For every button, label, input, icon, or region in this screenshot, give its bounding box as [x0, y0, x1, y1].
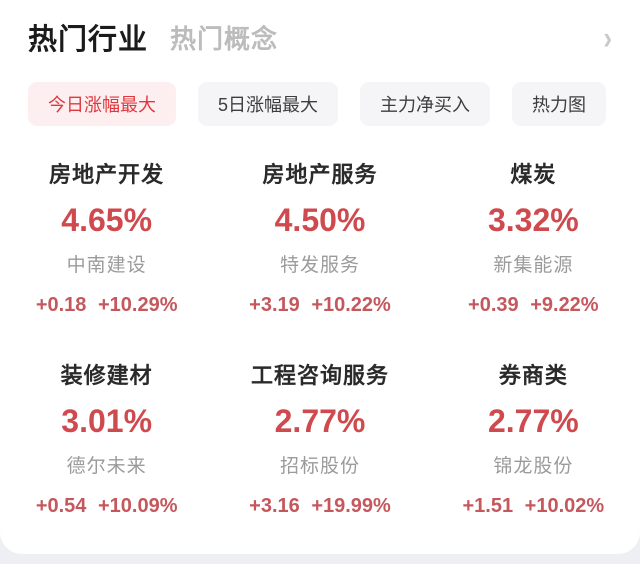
sector-change-percent: 2.77% [274, 403, 366, 439]
tab-hot-concepts[interactable]: 热门概念 [170, 23, 279, 54]
filter-tab-main-net-buy[interactable]: 主力净买入 [360, 82, 491, 126]
leading-stock-name: 德尔未来 [66, 456, 147, 477]
sector-card-coal[interactable]: 煤炭 3.32% 新集能源 +0.39 +9.22% [427, 162, 640, 317]
filter-tab-today-top-gainers[interactable]: 今日涨幅最大 [28, 82, 176, 126]
sector-name: 房地产服务 [262, 162, 378, 187]
sector-grid: 房地产开发 4.65% 中南建设 +0.18 +10.29% 房地产服务 4.5… [0, 162, 640, 518]
filter-tabs: 今日涨幅最大 5日涨幅最大 主力净买入 热力图 [28, 82, 612, 126]
sector-change-percent: 2.77% [487, 403, 579, 439]
sector-change-percent: 4.65% [61, 202, 153, 238]
stock-price-change: +0.18 [35, 294, 87, 316]
sector-name: 装修建材 [60, 363, 153, 388]
sector-card-brokerages[interactable]: 券商类 2.77% 锦龙股份 +1.51 +10.02% [427, 363, 640, 518]
sector-card-real-estate-dev[interactable]: 房地产开发 4.65% 中南建设 +0.18 +10.29% [0, 162, 213, 317]
stock-price-change: +0.54 [35, 495, 87, 517]
stock-percent-change: +10.02% [524, 495, 605, 517]
leading-stock-name: 招标股份 [279, 456, 360, 477]
stock-price-change: +1.51 [462, 495, 514, 517]
filter-tab-heatmap[interactable]: 热力图 [512, 82, 607, 126]
sector-name: 券商类 [498, 363, 568, 388]
sector-change-percent: 3.01% [61, 403, 153, 439]
leading-stock-name: 新集能源 [493, 255, 574, 276]
stock-price-change: +0.39 [468, 294, 519, 316]
filter-tab-5day-top-gainers[interactable]: 5日涨幅最大 [198, 82, 339, 126]
sector-card-engineering-consulting[interactable]: 工程咨询服务 2.77% 招标股份 +3.16 +19.99% [213, 363, 426, 518]
stock-percent-change: +9.22% [530, 294, 599, 316]
sector-name: 煤炭 [510, 162, 557, 187]
leading-stock-name: 锦龙股份 [493, 456, 574, 477]
leading-stock-change: +0.54 +10.09% [0, 494, 213, 518]
sector-change-percent: 3.32% [487, 202, 579, 238]
leading-stock-name: 中南建设 [66, 255, 147, 276]
chevron-right-icon[interactable]: › [603, 18, 612, 56]
card-header: 热门行业 热门概念 › [0, 16, 640, 58]
sector-name: 工程咨询服务 [250, 363, 389, 388]
leading-stock-change: +0.39 +9.22% [427, 293, 640, 317]
stock-percent-change: +10.29% [97, 294, 178, 316]
leading-stock-name: 特发服务 [279, 255, 360, 276]
sector-name: 房地产开发 [49, 162, 165, 187]
sector-card-decoration-materials[interactable]: 装修建材 3.01% 德尔未来 +0.54 +10.09% [0, 363, 213, 518]
sector-card-real-estate-services[interactable]: 房地产服务 4.50% 特发服务 +3.19 +10.22% [213, 162, 426, 317]
stock-price-change: +3.16 [249, 495, 300, 517]
tab-hot-industries[interactable]: 热门行业 [28, 24, 149, 56]
leading-stock-change: +0.18 +10.29% [0, 293, 213, 317]
stock-percent-change: +19.99% [311, 495, 391, 517]
leading-stock-change: +1.51 +10.02% [427, 494, 640, 518]
stock-percent-change: +10.22% [311, 294, 391, 316]
leading-stock-change: +3.19 +10.22% [213, 293, 426, 317]
stock-percent-change: +10.09% [97, 495, 178, 517]
stock-price-change: +3.19 [249, 294, 300, 316]
sector-change-percent: 4.50% [274, 202, 366, 238]
leading-stock-change: +3.16 +19.99% [213, 494, 426, 518]
